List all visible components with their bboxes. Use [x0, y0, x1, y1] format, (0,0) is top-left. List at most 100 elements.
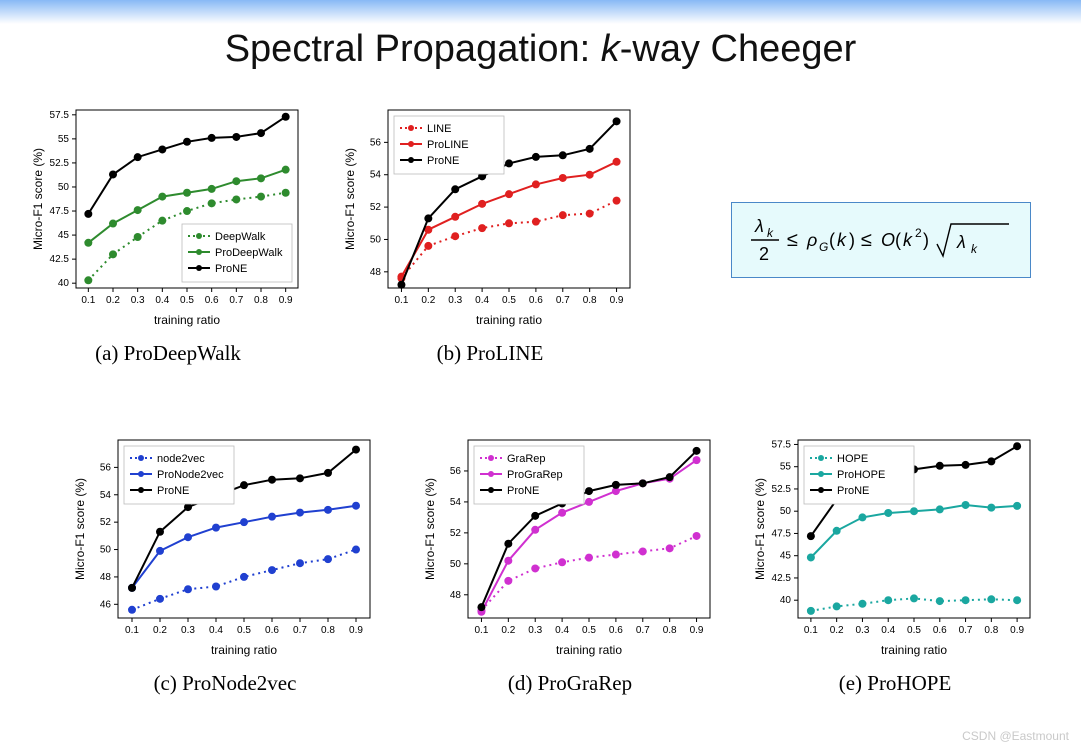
svg-text:0.7: 0.7 [556, 295, 570, 306]
svg-text:0.2: 0.2 [153, 625, 167, 636]
svg-text:DeepWalk: DeepWalk [215, 231, 266, 243]
svg-text:ProNE: ProNE [157, 485, 189, 497]
svg-text:50: 50 [100, 545, 112, 556]
svg-text:0.2: 0.2 [421, 295, 435, 306]
svg-text:50: 50 [780, 506, 792, 517]
svg-text:ProNE: ProNE [507, 485, 539, 497]
svg-text:0.8: 0.8 [663, 625, 677, 636]
chart-svg-c: 0.10.20.30.40.50.60.70.80.9464850525456t… [70, 430, 380, 660]
svg-text:(: ( [895, 230, 901, 250]
chart-a: 0.10.20.30.40.50.60.70.80.94042.54547.55… [28, 100, 308, 366]
svg-text:0.6: 0.6 [933, 625, 947, 636]
svg-text:GraRep: GraRep [507, 453, 546, 465]
svg-text:k: k [903, 230, 913, 250]
svg-text:0.8: 0.8 [321, 625, 335, 636]
chart-svg-d: 0.10.20.30.40.50.60.70.80.94850525456tra… [420, 430, 720, 660]
svg-text:48: 48 [100, 572, 112, 583]
svg-text:56: 56 [450, 466, 462, 477]
svg-text:0.3: 0.3 [181, 625, 195, 636]
svg-text:0.3: 0.3 [528, 625, 542, 636]
watermark: CSDN @Eastmount [962, 729, 1069, 743]
svg-text:): ) [923, 230, 929, 250]
svg-text:2: 2 [759, 244, 769, 264]
header-gradient [0, 0, 1081, 24]
svg-text:0.9: 0.9 [1010, 625, 1024, 636]
svg-text:46: 46 [100, 599, 112, 610]
chart-d: 0.10.20.30.40.50.60.70.80.94850525456tra… [420, 430, 720, 696]
chart-b: 0.10.20.30.40.50.60.70.80.94850525456tra… [340, 100, 640, 366]
svg-text:2: 2 [915, 226, 922, 240]
svg-text:0.7: 0.7 [229, 295, 243, 306]
svg-text:0.3: 0.3 [448, 295, 462, 306]
svg-text:42.5: 42.5 [772, 573, 792, 584]
svg-text:≤: ≤ [861, 229, 872, 251]
svg-text:0.8: 0.8 [583, 295, 597, 306]
svg-text:training ratio: training ratio [556, 643, 622, 657]
svg-text:0.1: 0.1 [81, 295, 95, 306]
svg-text:0.6: 0.6 [265, 625, 279, 636]
svg-text:ProLINE: ProLINE [427, 139, 469, 151]
svg-text:42.5: 42.5 [50, 254, 70, 265]
chart-caption-b: (b) ProLINE [340, 341, 640, 366]
svg-text:0.6: 0.6 [205, 295, 219, 306]
svg-text:0.4: 0.4 [881, 625, 895, 636]
svg-text:λ: λ [956, 232, 966, 252]
svg-text:45: 45 [58, 230, 70, 241]
svg-text:0.6: 0.6 [609, 625, 623, 636]
svg-text:0.7: 0.7 [293, 625, 307, 636]
svg-text:G: G [819, 240, 828, 254]
svg-text:k: k [971, 242, 978, 256]
chart-c: 0.10.20.30.40.50.60.70.80.9464850525456t… [70, 430, 380, 696]
svg-text:ρ: ρ [806, 230, 817, 250]
svg-text:0.4: 0.4 [155, 295, 169, 306]
svg-text:0.3: 0.3 [131, 295, 145, 306]
svg-text:40: 40 [58, 278, 70, 289]
svg-text:node2vec: node2vec [157, 453, 205, 465]
svg-text:0.1: 0.1 [804, 625, 818, 636]
svg-text:ProNE: ProNE [427, 155, 459, 167]
svg-text:40: 40 [780, 595, 792, 606]
title-suffix: -way Cheeger [620, 28, 857, 70]
chart-svg-a: 0.10.20.30.40.50.60.70.80.94042.54547.55… [28, 100, 308, 330]
svg-text:0.5: 0.5 [907, 625, 921, 636]
svg-text:training ratio: training ratio [881, 643, 947, 657]
svg-text:k: k [767, 226, 774, 240]
chart-caption-a: (a) ProDeepWalk [28, 341, 308, 366]
svg-text:0.4: 0.4 [555, 625, 569, 636]
svg-text:52.5: 52.5 [50, 158, 70, 169]
svg-text:0.1: 0.1 [125, 625, 139, 636]
chart-caption-d: (d) ProGraRep [420, 671, 720, 696]
title-prefix: Spectral Propagation: [225, 28, 601, 70]
svg-text:≤: ≤ [787, 229, 798, 251]
svg-text:52: 52 [100, 517, 112, 528]
svg-text:0.4: 0.4 [475, 295, 489, 306]
svg-text:48: 48 [450, 590, 462, 601]
svg-text:): ) [849, 230, 855, 250]
svg-text:56: 56 [370, 137, 382, 148]
svg-text:λ: λ [754, 216, 764, 236]
svg-text:Micro-F1 score (%): Micro-F1 score (%) [343, 148, 357, 250]
svg-text:0.1: 0.1 [474, 625, 488, 636]
svg-text:0.7: 0.7 [636, 625, 650, 636]
svg-text:54: 54 [370, 170, 382, 181]
svg-text:0.3: 0.3 [855, 625, 869, 636]
svg-text:52: 52 [450, 528, 462, 539]
svg-text:52: 52 [370, 202, 382, 213]
svg-text:57.5: 57.5 [50, 110, 70, 121]
chart-e: 0.10.20.30.40.50.60.70.80.94042.54547.55… [750, 430, 1040, 696]
svg-text:50: 50 [450, 559, 462, 570]
svg-text:0.2: 0.2 [106, 295, 120, 306]
chart-caption-e: (e) ProHOPE [750, 671, 1040, 696]
svg-text:0.5: 0.5 [502, 295, 516, 306]
page-title: Spectral Propagation: k-way Cheeger [0, 28, 1081, 71]
svg-text:0.2: 0.2 [830, 625, 844, 636]
chart-svg-e: 0.10.20.30.40.50.60.70.80.94042.54547.55… [750, 430, 1040, 660]
svg-text:50: 50 [58, 182, 70, 193]
svg-text:54: 54 [450, 497, 462, 508]
svg-text:56: 56 [100, 462, 112, 473]
svg-text:training ratio: training ratio [476, 313, 542, 327]
svg-text:57.5: 57.5 [772, 439, 792, 450]
svg-text:0.4: 0.4 [209, 625, 223, 636]
svg-text:Micro-F1 score (%): Micro-F1 score (%) [31, 148, 45, 250]
svg-text:0.5: 0.5 [237, 625, 251, 636]
